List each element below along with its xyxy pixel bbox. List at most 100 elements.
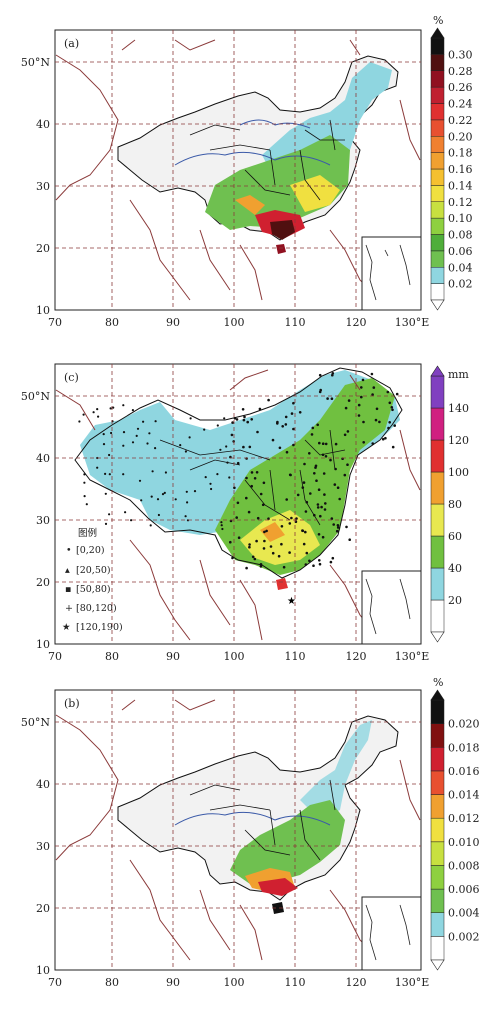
station-marker [251, 555, 255, 559]
hainan [276, 244, 286, 254]
station-marker [280, 542, 283, 546]
station-marker [250, 471, 254, 474]
colorbar-segment [430, 136, 445, 153]
station-marker [209, 482, 212, 485]
station-marker [309, 492, 312, 495]
station-marker [135, 434, 138, 437]
station-marker [348, 538, 352, 541]
legend-star-icon: ★ [62, 622, 71, 633]
station-marker [140, 499, 143, 502]
station-marker [318, 559, 321, 562]
station-marker [231, 556, 234, 560]
colorbar-segment [430, 70, 445, 88]
colorbar-segment [430, 217, 445, 235]
station-marker [386, 390, 390, 394]
station-marker [282, 565, 286, 569]
station-marker [122, 404, 125, 407]
colorbar-label: 120 [448, 434, 469, 447]
station-marker [151, 470, 154, 473]
y-tick-label: 10 [36, 304, 50, 317]
colorbar-label: 0.28 [448, 65, 473, 78]
colorbar-segment [430, 471, 445, 505]
station-marker [259, 563, 263, 566]
star-marker: ★ [287, 596, 296, 607]
station-marker [295, 517, 298, 520]
station-marker [104, 522, 108, 526]
colorbar-label: 0.14 [448, 179, 473, 192]
station-marker [381, 437, 385, 441]
colorbar-label: 0.10 [448, 212, 473, 225]
station-marker [256, 516, 260, 520]
colorbar-label: 60 [448, 530, 462, 543]
station-marker [288, 522, 292, 525]
station-marker [161, 493, 165, 496]
legend-triangle-icon: ▴ [65, 565, 70, 576]
colorbar-segment [430, 567, 445, 601]
station-marker [285, 498, 289, 501]
station-marker [253, 557, 257, 561]
station-marker [258, 407, 262, 411]
colorbar-segment [430, 747, 445, 772]
station-marker [334, 442, 338, 446]
colorbar-segment [430, 912, 445, 937]
colorbar-label: 0.002 [448, 930, 480, 943]
station-marker [331, 372, 335, 375]
station-marker [122, 473, 125, 476]
station-marker [323, 493, 326, 496]
station-marker [237, 536, 241, 539]
station-marker [233, 417, 237, 420]
colorbar-label: 0.30 [448, 48, 473, 61]
station-marker [225, 445, 228, 448]
station-marker [157, 513, 160, 517]
station-marker [330, 517, 334, 520]
field-orange [260, 522, 285, 542]
province-lines [159, 429, 346, 526]
station-marker [163, 491, 166, 494]
x-tick-label: 80 [105, 650, 119, 663]
station-marker [122, 444, 125, 447]
station-marker [248, 545, 251, 549]
y-tick-label: 40 [36, 778, 50, 791]
station-marker [131, 409, 134, 412]
colorbar-segment [430, 699, 445, 724]
colorbar-segment [430, 599, 445, 633]
y-tick-label: 50°N [21, 56, 50, 69]
colorbar-unit: % [433, 14, 443, 27]
colorbar-segment [430, 86, 445, 104]
station-marker [259, 492, 263, 496]
station-marker [242, 418, 246, 422]
x-tick-label: 90 [166, 316, 180, 329]
colorbar-segment [430, 535, 445, 569]
station-marker [154, 447, 157, 450]
colorbar-segment [430, 201, 445, 219]
colorbar-label: 0.02 [448, 278, 473, 291]
panel-label: (a) [64, 37, 79, 50]
colorbar-label: 0.18 [448, 147, 473, 160]
station-marker [230, 433, 234, 437]
station-marker [336, 524, 340, 527]
station-marker [131, 441, 135, 444]
south-china-sea-inset [361, 896, 421, 970]
panel-b: (b) [54, 689, 422, 971]
panel-label: (c) [64, 371, 79, 384]
colorbar-label: 0.010 [448, 836, 480, 849]
colorbar-segment [430, 185, 445, 202]
colorbar-label: 0.26 [448, 81, 473, 94]
field-cyan [300, 720, 372, 820]
station-marker [85, 503, 88, 506]
colorbar-label: 140 [448, 402, 469, 415]
x-tick-label: 130°E [395, 316, 430, 329]
station-marker [333, 483, 337, 486]
station-marker [324, 442, 328, 446]
station-marker [83, 481, 86, 484]
station-marker [308, 559, 311, 563]
colorbar-min-triangle [430, 631, 445, 643]
colorbar-min-triangle [430, 299, 445, 311]
station-marker [317, 488, 321, 492]
station-marker [229, 540, 232, 544]
station-marker [104, 492, 107, 495]
colorbar-label: 0.006 [448, 883, 480, 896]
x-tick-label: 110 [285, 976, 306, 989]
station-marker [280, 525, 284, 528]
station-marker [375, 407, 379, 411]
